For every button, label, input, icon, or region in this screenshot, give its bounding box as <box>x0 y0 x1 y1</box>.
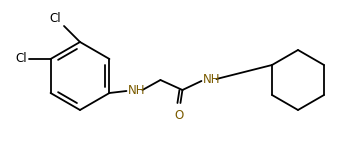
Text: NH: NH <box>127 83 145 97</box>
Text: Cl: Cl <box>49 12 61 25</box>
Text: O: O <box>175 109 184 122</box>
Text: Cl: Cl <box>15 52 26 66</box>
Text: NH: NH <box>203 73 220 86</box>
